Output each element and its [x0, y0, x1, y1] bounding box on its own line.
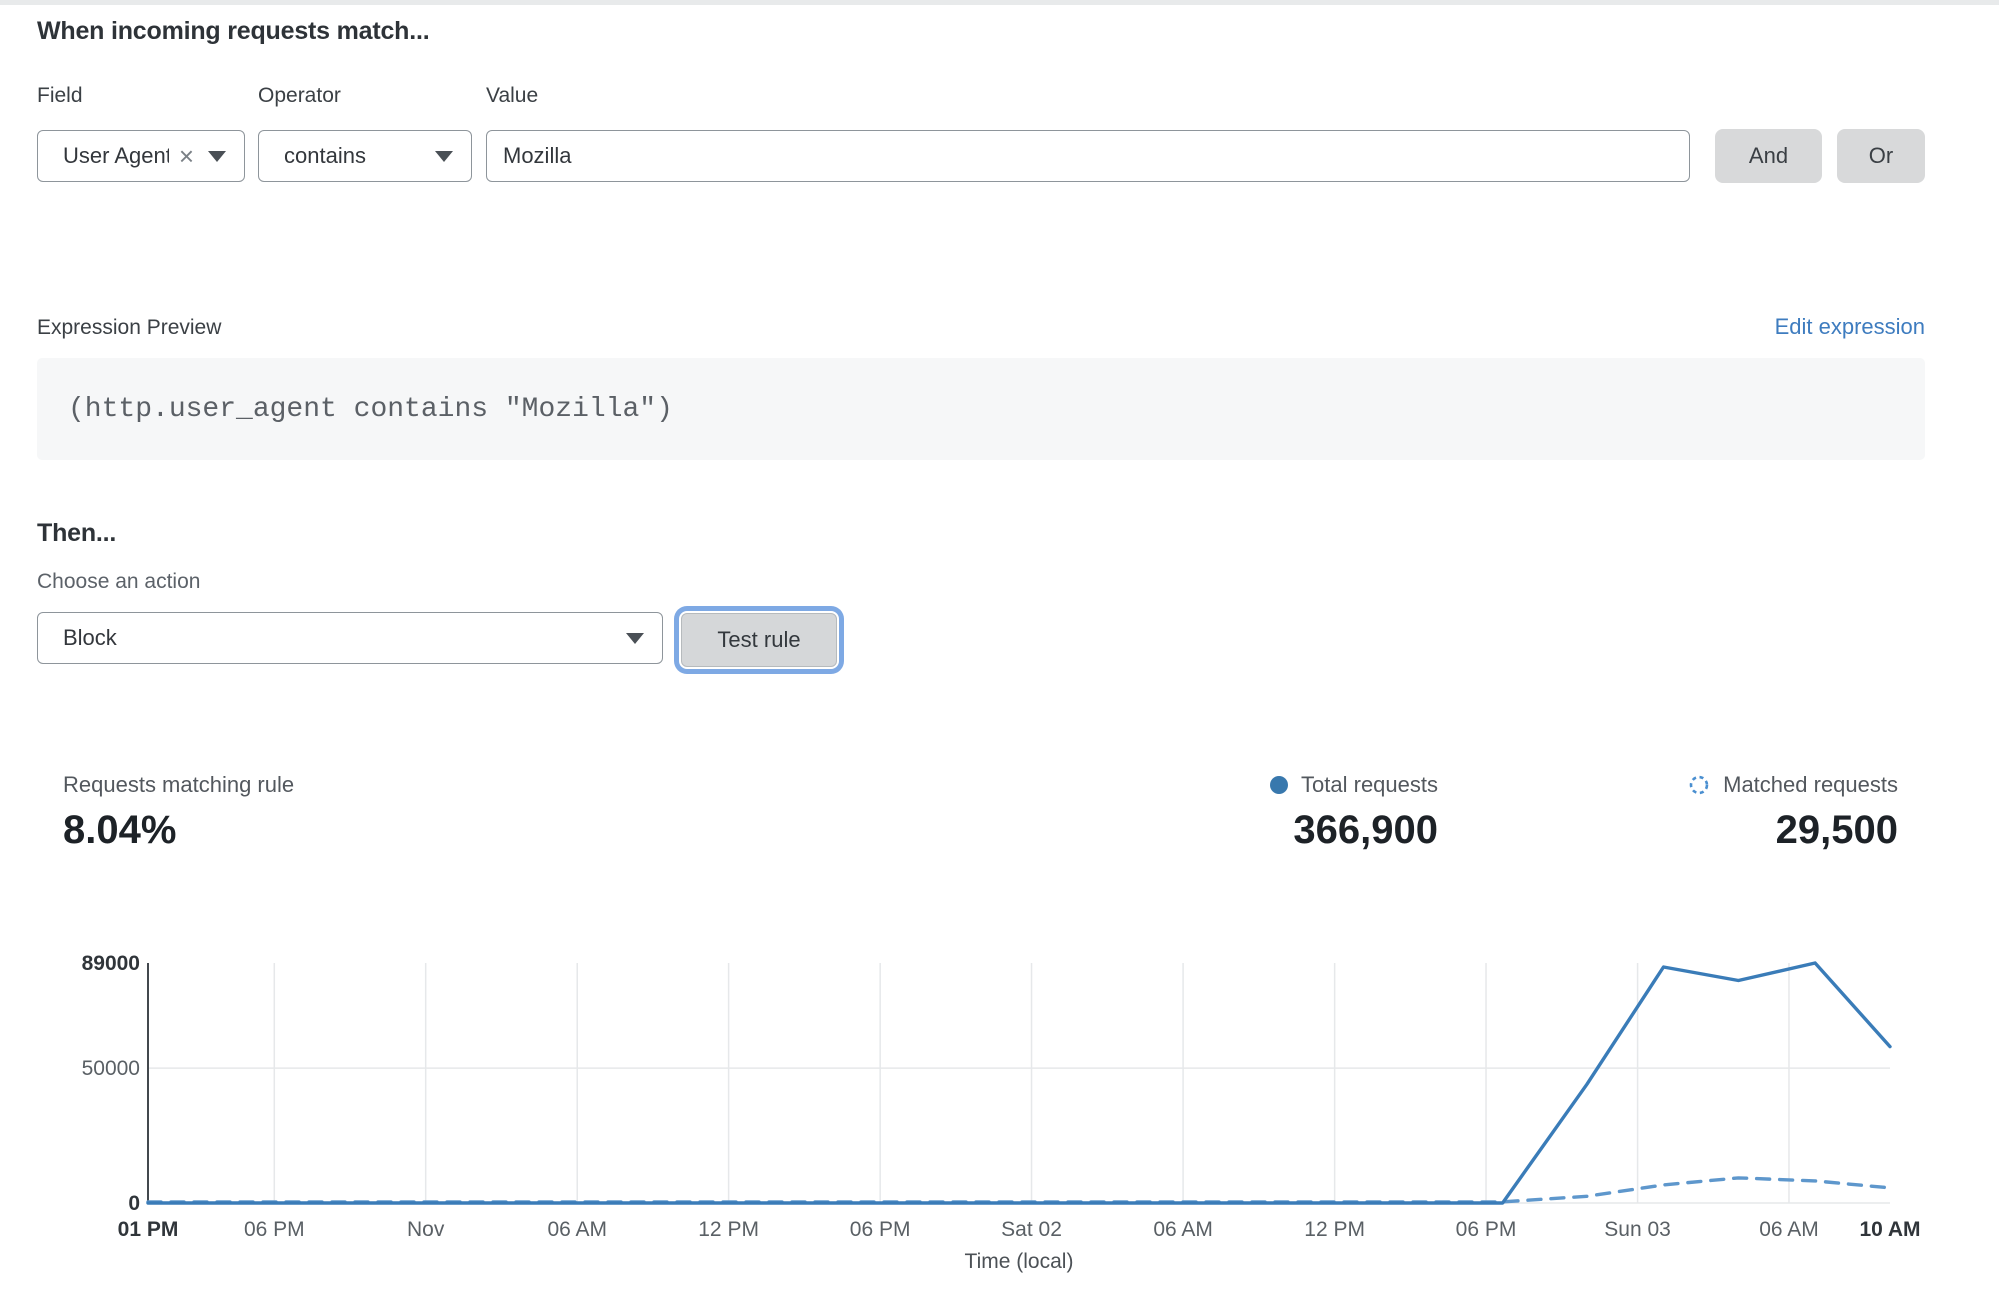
matched-requests-label: Matched requests: [1723, 772, 1898, 797]
requests-matching-stat: Requests matching rule 8.04%: [63, 772, 294, 852]
chart-x-tick-label: 12 PM: [1304, 1218, 1365, 1241]
expression-preview-label: Expression Preview: [37, 316, 222, 339]
or-button[interactable]: Or: [1837, 129, 1925, 183]
chart-x-tick-label: Nov: [407, 1218, 445, 1241]
chart-x-tick-label: Sun 03: [1604, 1218, 1671, 1241]
chevron-down-icon: [435, 150, 453, 162]
chart-x-tick-label: 10 AM: [1859, 1218, 1920, 1241]
chart-series-matched-requests: [146, 1176, 1892, 1204]
operator-select-value: contains: [284, 143, 366, 168]
chart-x-tick-label: Sat 02: [1001, 1218, 1062, 1241]
expression-code: (http.user_agent contains "Mozilla"): [68, 393, 673, 425]
value-label: Value: [486, 84, 539, 107]
chart-x-tick-label: 06 AM: [1759, 1218, 1819, 1241]
chart-x-tick-label: 06 AM: [547, 1218, 607, 1241]
chart-x-tick-label: 06 AM: [1153, 1218, 1213, 1241]
top-divider: [0, 0, 1999, 5]
total-requests-label: Total requests: [1301, 772, 1438, 797]
total-requests-value: 366,900: [1293, 808, 1438, 852]
chart-y-tick-label: 50000: [82, 1057, 140, 1080]
operator-select[interactable]: contains: [258, 130, 472, 182]
test-rule-button[interactable]: Test rule: [681, 613, 837, 667]
time-axis-label: Time (local): [964, 1250, 1074, 1273]
chart-x-tick-label: 06 PM: [1456, 1218, 1517, 1241]
match-section-heading: When incoming requests match...: [37, 17, 430, 45]
chevron-down-icon: [208, 150, 226, 162]
chart-x-tick-label: 06 PM: [244, 1218, 305, 1241]
requests-matching-value: 8.04%: [63, 808, 177, 852]
chart-series-total-requests: [146, 961, 1892, 1205]
chart-x-tick-label: 06 PM: [850, 1218, 911, 1241]
matched-requests-dashed-circle-icon: [1689, 775, 1709, 795]
action-select-value: Block: [63, 625, 117, 650]
choose-action-label: Choose an action: [37, 570, 201, 593]
field-select[interactable]: User Agent ×: [37, 130, 245, 182]
clear-field-icon[interactable]: ×: [178, 141, 194, 171]
operator-label: Operator: [258, 84, 341, 107]
then-section-heading: Then...: [37, 519, 117, 547]
total-requests-stat: Total requests 366,900: [1270, 772, 1438, 852]
and-button[interactable]: And: [1715, 129, 1822, 183]
field-select-value: User Agent: [63, 143, 169, 168]
matched-requests-stat: Matched requests 29,500: [1688, 772, 1898, 852]
edit-expression-link[interactable]: Edit expression: [1774, 314, 1925, 339]
chart-y-tick-label: 0: [128, 1192, 140, 1215]
chevron-down-icon: [626, 632, 644, 644]
chart-x-tick-label: 12 PM: [698, 1218, 759, 1241]
field-label: Field: [37, 84, 83, 107]
action-select[interactable]: Block: [37, 612, 663, 664]
matched-requests-value: 29,500: [1775, 808, 1898, 852]
chart-y-tick-label: 89000: [82, 952, 140, 975]
expression-code-block: (http.user_agent contains "Mozilla"): [37, 358, 1925, 460]
total-requests-legend-dot-icon: [1270, 776, 1289, 794]
requests-matching-label: Requests matching rule: [63, 772, 295, 797]
value-input[interactable]: [486, 130, 1690, 182]
chart-x-tick-label: 01 PM: [118, 1218, 179, 1241]
